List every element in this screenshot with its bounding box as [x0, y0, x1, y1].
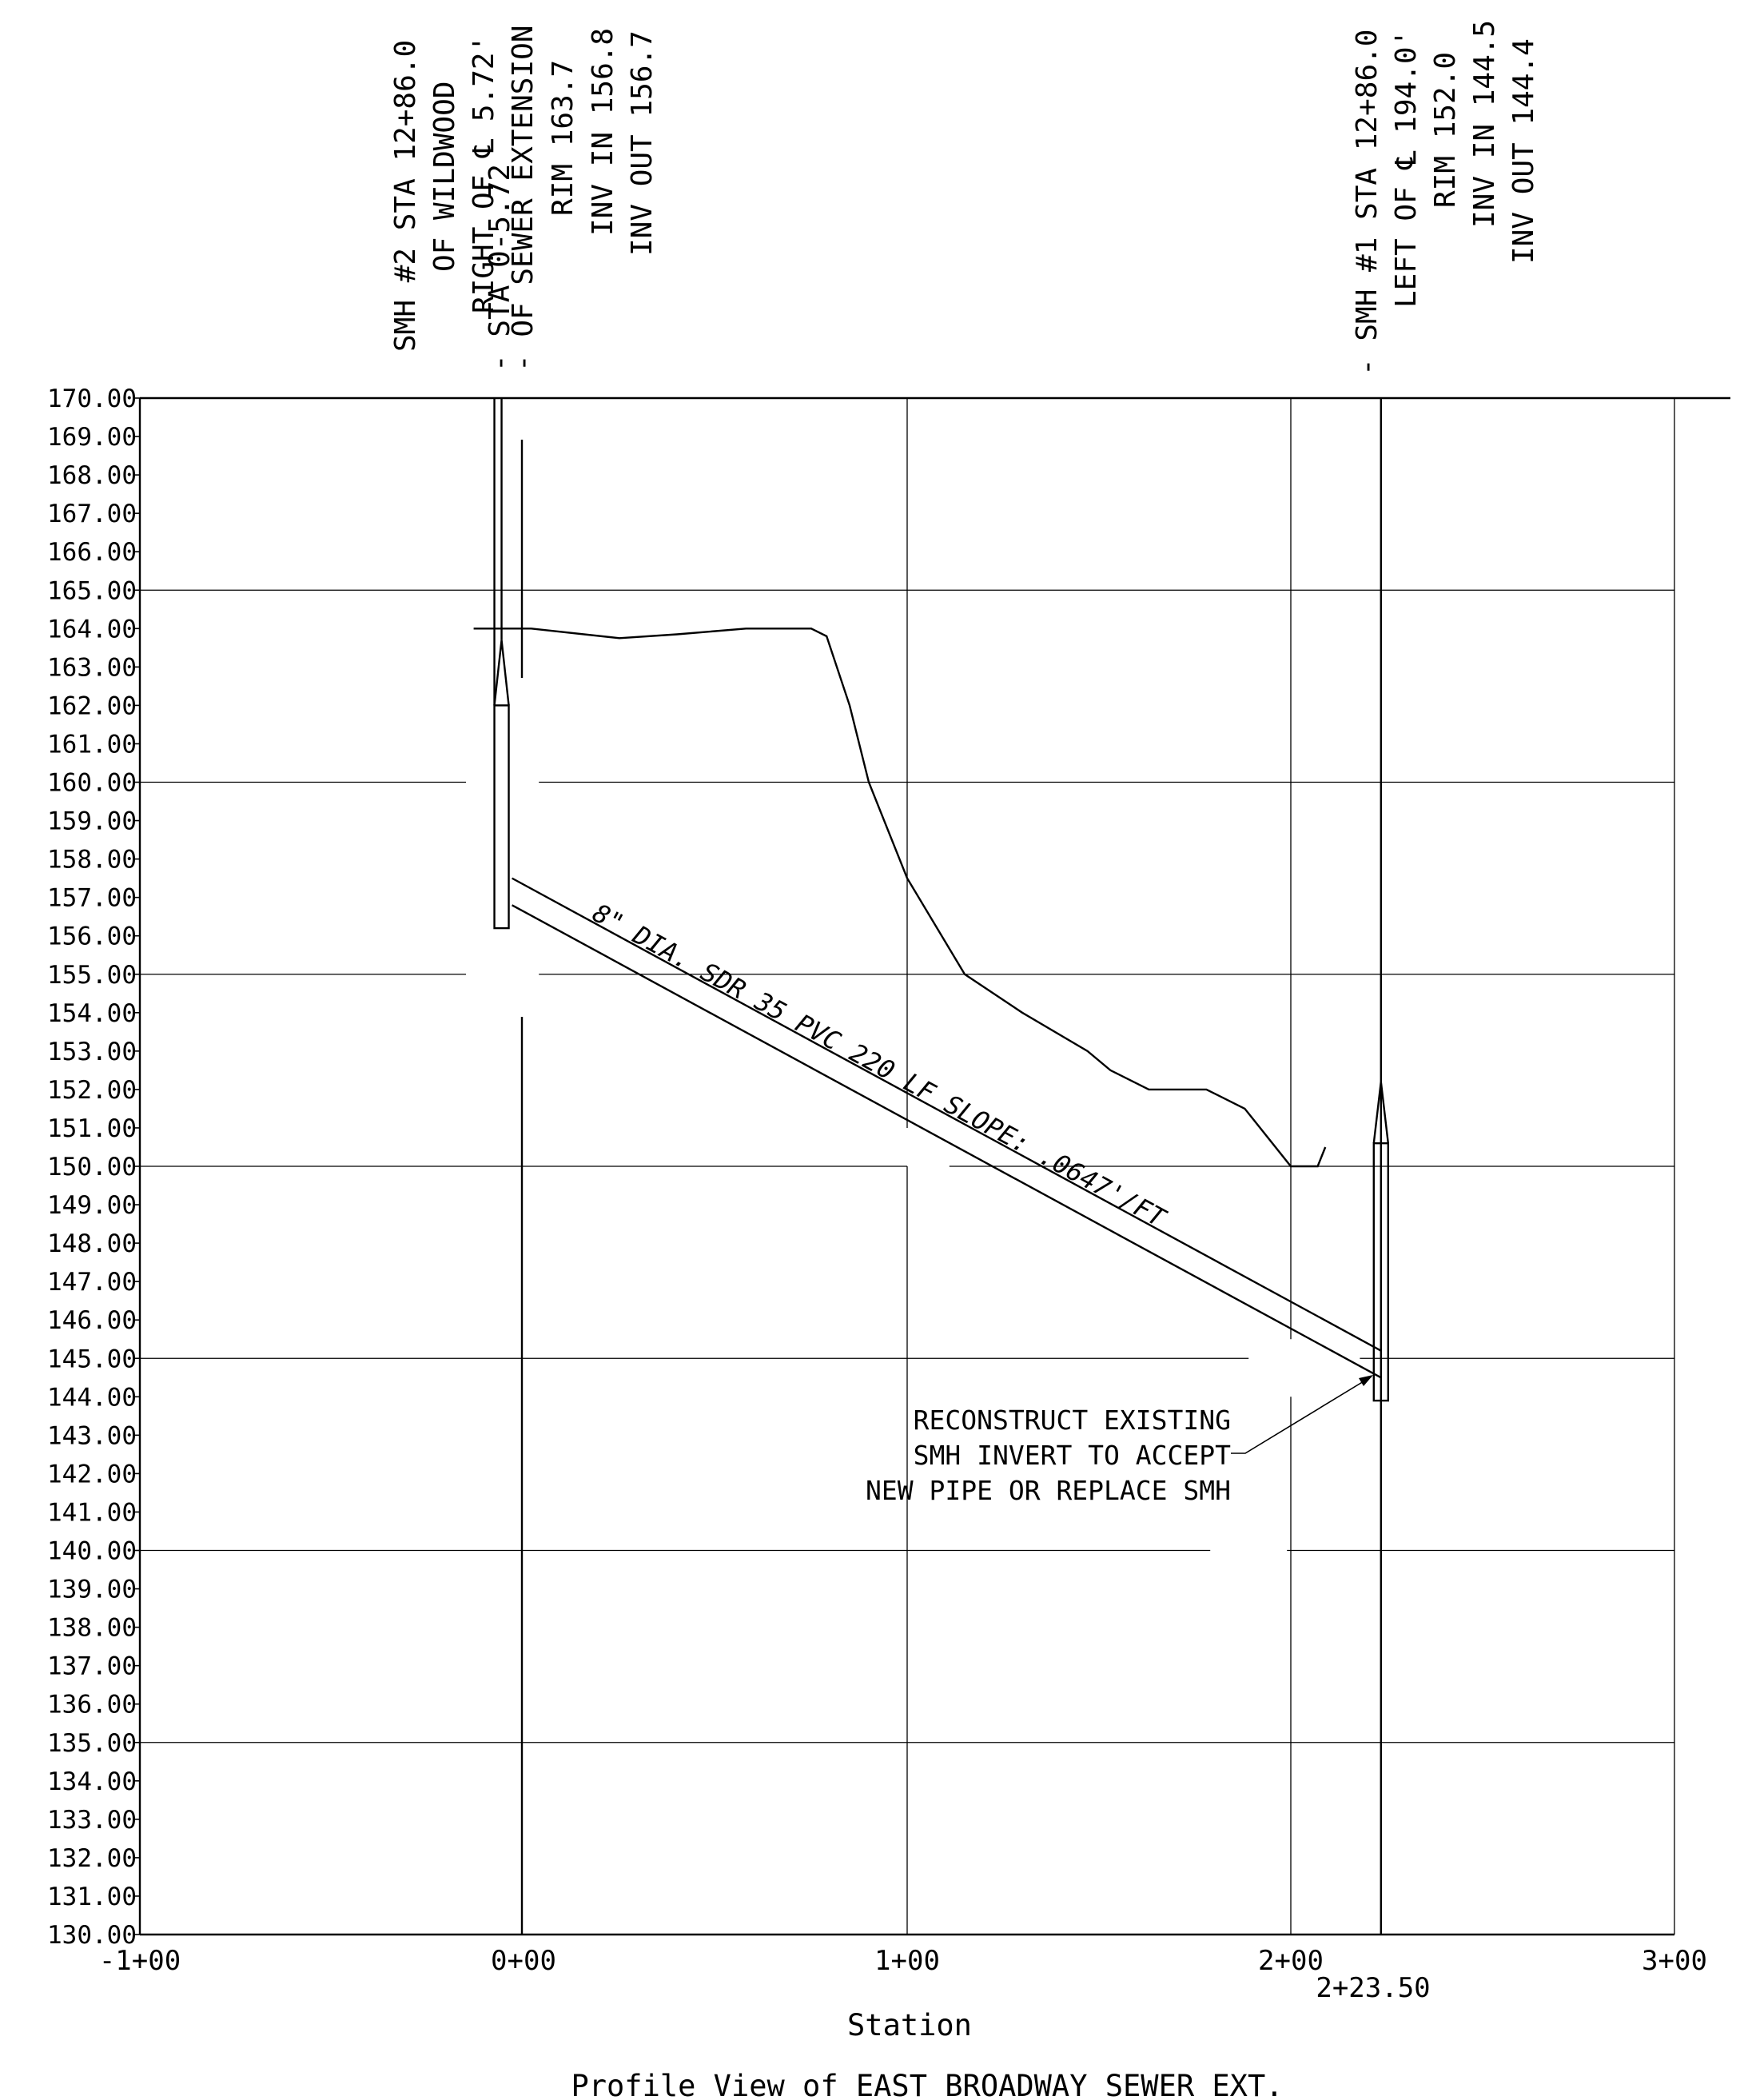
- y-axis-tick-label: 146.00: [47, 1306, 137, 1335]
- y-axis-tick-label: 130.00: [47, 1921, 137, 1950]
- y-axis-tick-label: 170.00: [47, 385, 137, 413]
- y-axis-tick-label: 138.00: [47, 1614, 137, 1643]
- y-axis-tick-label: 141.00: [47, 1498, 137, 1527]
- smh-1-label-line: - SMH #1 STA 12+86.0: [1351, 30, 1384, 376]
- y-axis-tick-label: 166.00: [47, 538, 137, 567]
- pipe-invert-line: [512, 904, 1382, 1379]
- y-axis-tick-label: 156.00: [47, 922, 137, 951]
- smh-2-label-line: SMH #2 STA 12+86.0: [389, 40, 422, 352]
- y-axis-ticks: [133, 397, 140, 1935]
- y-axis-tick-label: 167.00: [47, 500, 137, 528]
- callout-line: NEW PIPE OR REPLACE SMH: [866, 1475, 1231, 1506]
- smh-2-label-line: - OF SEWER EXTENSION: [507, 26, 540, 372]
- manhole-cone: [493, 640, 510, 706]
- y-axis-tick-label: 155.00: [47, 961, 137, 990]
- callout-leader-line: [1231, 1376, 1372, 1454]
- manhole-barrel: [493, 704, 510, 930]
- smh-1-label-line: RIM 152.0: [1429, 52, 1462, 208]
- callout-arrowhead: [1359, 1375, 1373, 1386]
- callout-line: SMH INVERT TO ACCEPT: [914, 1440, 1231, 1471]
- y-axis-tick-label: 144.00: [47, 1383, 137, 1412]
- ground-profile-line: [473, 628, 1327, 1168]
- smh-1-label-line: INV OUT 144.4: [1507, 38, 1540, 264]
- y-axis-tick-label: 132.00: [47, 1844, 137, 1873]
- profile-title: Profile View of EAST BROADWAY SEWER EXT.: [571, 2069, 1283, 2100]
- pipe-top-line: [512, 877, 1382, 1352]
- y-axis-tick-label: 131.00: [47, 1883, 137, 1911]
- smh-1-label-line: INV IN 144.5: [1468, 20, 1501, 228]
- y-axis-tick-label: 143.00: [47, 1421, 137, 1450]
- x-axis-tick-label: 3+00: [1642, 1945, 1707, 1977]
- y-axis-tick-label: 152.00: [47, 1076, 137, 1105]
- smh-2-label-line: OF WILDWOOD: [428, 82, 461, 272]
- x-axis-tick-label: 0+00: [491, 1945, 556, 1977]
- manhole-smh-2: [493, 398, 510, 930]
- y-axis-tick-label: 161.00: [47, 730, 137, 759]
- smh-2-label-line: RIM 163.7: [547, 60, 579, 216]
- y-axis-tick-label: 164.00: [47, 615, 137, 644]
- y-axis-tick-label: 157.00: [47, 884, 137, 913]
- x-extra-station-label: 2+23.50: [1316, 1972, 1430, 2004]
- smh-2-label-line: - STA 0-5.72: [484, 164, 516, 372]
- x-axis-labels: -1+00 0+00 1+00 2+00 3+00: [99, 1945, 1707, 1977]
- y-axis-tick-label: 163.00: [47, 653, 137, 682]
- y-axis-tick-label: 154.00: [47, 999, 137, 1028]
- callout-line: RECONSTRUCT EXISTING: [914, 1405, 1231, 1436]
- y-axis-tick-label: 158.00: [47, 846, 137, 875]
- smh-2-label-block: SMH #2 STA 12+86.0 OF WILDWOOD RIGHT OF …: [389, 26, 659, 372]
- y-axis-tick-label: 151.00: [47, 1114, 137, 1143]
- y-axis-tick-label: 142.00: [47, 1460, 137, 1488]
- major-grid: [140, 398, 1675, 1935]
- y-axis-tick-label: 159.00: [47, 807, 137, 836]
- x-axis-tick-label: -1+00: [99, 1945, 181, 1977]
- y-axis-tick-label: 169.00: [47, 423, 137, 452]
- y-axis-tick-label: 162.00: [47, 691, 137, 720]
- smh-2-label-line: INV IN 156.8: [587, 28, 619, 236]
- pipe-label: 8" DIA. SDR 35 PVC 220 LF SLOPE: .0647'/…: [587, 898, 1172, 1234]
- y-axis-tick-label: 165.00: [47, 576, 137, 605]
- smh-1-label-block: - SMH #1 STA 12+86.0 LEFT OF ℄ 194.0' RI…: [1351, 20, 1540, 376]
- y-axis-tick-label: 168.00: [47, 461, 137, 490]
- y-axis-tick-label: 134.00: [47, 1767, 137, 1796]
- y-axis-tick-label: 133.00: [47, 1806, 137, 1835]
- y-axis-tick-label: 148.00: [47, 1229, 137, 1258]
- y-axis-tick-label: 149.00: [47, 1191, 137, 1220]
- y-axis-tick-label: 145.00: [47, 1345, 137, 1373]
- y-axis-tick-label: 135.00: [47, 1729, 137, 1758]
- manhole-smh-1: [1372, 398, 1390, 1935]
- reconstruct-callout: RECONSTRUCT EXISTING SMH INVERT TO ACCEP…: [866, 1375, 1373, 1506]
- y-axis-tick-label: 139.00: [47, 1576, 137, 1604]
- y-axis-tick-label: 153.00: [47, 1038, 137, 1066]
- smh-2-label-line: INV OUT 156.7: [626, 30, 659, 256]
- smh-1-label-line: LEFT OF ℄ 194.0': [1390, 30, 1423, 308]
- y-axis-tick-label: 150.00: [47, 1153, 137, 1181]
- y-axis-tick-label: 140.00: [47, 1537, 137, 1566]
- y-axis-tick-label: 136.00: [47, 1691, 137, 1719]
- x-axis-tick-label: 1+00: [874, 1945, 940, 1977]
- x-axis-tick-label: 2+00: [1258, 1945, 1324, 1977]
- x-axis-title: Station: [847, 2008, 972, 2042]
- y-axis-tick-label: 147.00: [47, 1268, 137, 1297]
- y-axis-tick-label: 137.00: [47, 1652, 137, 1681]
- smh-2-label-line: RIGHT OF ℄ 5.72': [468, 35, 500, 313]
- y-axis-labels: 130.00 131.00 132.00 133.00 134.00 135.00 136.…: [47, 385, 137, 1950]
- y-axis-tick-label: 160.00: [47, 769, 137, 798]
